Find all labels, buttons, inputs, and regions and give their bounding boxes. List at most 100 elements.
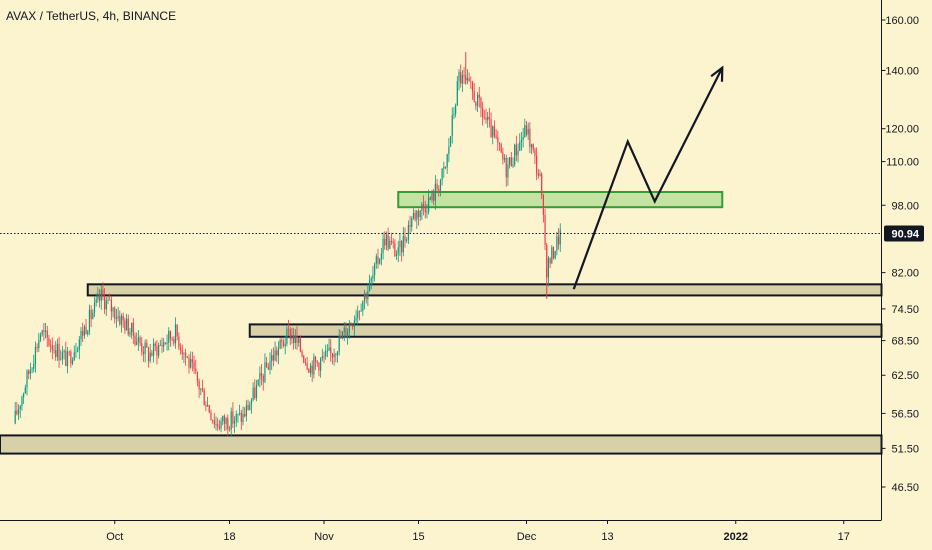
candle-body [303,355,305,363]
candle-body [365,293,367,300]
candle-body [296,335,298,343]
candle-body [147,347,150,362]
candle-body [127,318,129,335]
candle-body [51,345,53,351]
candle-body [117,316,119,319]
candle-body [254,387,256,398]
candle-body [367,291,369,300]
candle-body [374,263,376,275]
candle-body [530,144,533,148]
candle-body [122,315,124,321]
candle-body [551,247,553,264]
candle-body [321,356,323,359]
candle-body [188,357,190,368]
candle-body [95,299,97,303]
time-tick-label: Dec [517,531,537,543]
candle-body [287,328,290,330]
candle-body [34,347,37,364]
projection-path[interactable] [572,67,724,290]
candle-body [260,372,263,377]
candle-body [82,330,84,336]
candle-body [73,352,75,361]
candle-body [507,164,509,178]
candle-body [395,253,398,256]
candle-body [434,183,436,201]
candle-body [355,317,357,321]
candle-body [397,247,399,254]
candle-body [377,256,379,264]
candle-body [88,309,91,332]
candle-body [181,349,183,355]
candle-body [301,351,303,356]
candle-body [87,331,89,335]
candle-body [357,311,359,318]
candle-body [554,250,556,259]
candle-body [174,324,177,344]
candle-body [92,312,94,319]
candle-body [352,325,354,327]
candle-body [176,324,178,337]
candle-body [343,327,345,333]
candle-body [223,415,226,424]
candle-body [185,352,187,357]
candle-body [44,330,47,332]
candle-body [336,351,339,356]
candle-body [456,81,458,106]
candle-body [39,334,42,341]
candle-body [115,318,118,320]
candle-body [271,355,273,362]
candle-body [293,335,295,343]
candle-body [227,418,229,430]
candle-body [90,309,92,319]
candle-body [544,215,546,245]
candle-body [370,278,372,281]
price-tick-label: 110.00 [886,157,919,169]
candle-body [277,348,280,356]
candle-body [17,408,20,415]
candle-body [220,421,222,429]
candle-body [422,204,425,208]
time-tick-label: 2022 [724,531,748,543]
support-zone-1[interactable] [86,283,883,297]
candle-body [247,405,249,411]
candle-body [36,347,38,349]
candle-body [529,128,531,148]
candle-body [289,329,291,339]
time-tick-label: 17 [838,531,850,543]
candle-body [235,414,237,421]
candle-body [80,330,82,340]
candle-body [179,347,182,350]
candle-body [137,337,139,342]
candle-body [120,315,123,325]
candle-body [158,345,160,356]
candle-body [421,204,423,211]
candle-body [132,322,134,336]
candle-body [448,146,450,155]
candle-body [56,343,58,357]
price-tick-label: 74.50 [891,304,919,316]
candle-body [279,339,281,349]
candle-body [298,338,300,343]
candle-body [485,117,487,121]
candle-body [326,350,328,352]
candle-body [384,238,386,246]
candle-body [438,189,440,191]
candle-body [433,191,435,201]
candle-body [475,102,477,107]
candle-body [402,235,404,253]
candle-body [503,157,506,160]
candle-body [426,211,428,213]
candle-body [488,116,490,120]
candle-body [455,105,457,114]
support-zone-3[interactable] [0,434,883,455]
candle-body [505,157,507,178]
candle-body [222,415,224,422]
candle-body [193,362,195,369]
candle-body [306,363,308,370]
candle-body [262,376,264,382]
upper-green-zone[interactable] [397,190,724,209]
candle-body [266,362,268,368]
candle-body [350,324,352,326]
candle-body [196,371,199,381]
